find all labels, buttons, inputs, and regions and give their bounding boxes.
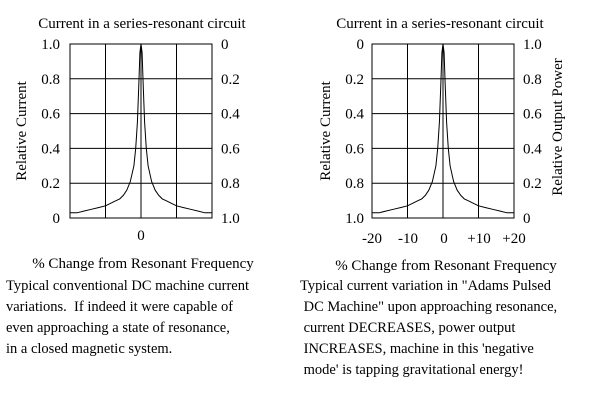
- y-tick-label-left: 0.8: [345, 176, 364, 192]
- caption-line: variations. If indeed it were capable of: [6, 299, 234, 315]
- chart-title: Current in a series-resonant circuit: [336, 16, 544, 32]
- x-axis-label: % Change from Resonant Frequency: [335, 258, 557, 274]
- x-axis-label: % Change from Resonant Frequency: [32, 256, 254, 272]
- y-tick-label-right: 0.6: [221, 141, 240, 157]
- y-tick-label-left: 0.4: [345, 107, 364, 123]
- y-tick-label-right: 0.2: [221, 72, 240, 88]
- caption-line: even approaching a state of resonance,: [6, 320, 230, 336]
- caption-line: Typical current variation in "Adams Puls…: [300, 278, 551, 294]
- y-tick-label-right: 0: [523, 211, 531, 227]
- y-tick-label-left: 1.0: [345, 211, 364, 227]
- x-tick-label: +20: [502, 231, 525, 247]
- y-tick-label-left: 0.6: [41, 107, 60, 123]
- x-tick-label: +10: [467, 231, 490, 247]
- y-tick-label-left: 0.4: [41, 141, 60, 157]
- y-axis-label: Relative Current: [318, 80, 334, 180]
- y-tick-label-right: 0: [221, 37, 229, 53]
- caption-line: in a closed magnetic system.: [6, 341, 173, 357]
- y-tick-label-right: 0.2: [523, 176, 542, 192]
- y-tick-label-left: 0: [357, 37, 365, 53]
- right-caption: Typical current variation in "Adams Puls…: [300, 276, 557, 381]
- caption-line: INCREASES, machine in this 'negative: [300, 341, 534, 357]
- y-tick-label-left: 0.6: [345, 141, 364, 157]
- y-tick-label-right: 1.0: [221, 211, 240, 227]
- y-tick-label-right: 1.0: [523, 37, 542, 53]
- left-caption: Typical conventional DC machine current v…: [6, 276, 249, 360]
- y-tick-label-right: 0.4: [221, 107, 240, 123]
- y-tick-label-right: 0.8: [523, 72, 542, 88]
- x-tick-label: -20: [362, 231, 382, 247]
- y-tick-label-right: 0.4: [523, 141, 542, 157]
- y-tick-label-left: 0.2: [41, 176, 60, 192]
- y-axis-label-right: Relative Output Power: [550, 58, 566, 195]
- y-tick-label-right: 0.8: [221, 176, 240, 192]
- y-tick-label-right: 0.6: [523, 107, 542, 123]
- caption-line: mode' is tapping gravitational energy!: [300, 362, 524, 378]
- caption-line: DC Machine" upon approaching resonance,: [300, 299, 558, 315]
- chart-title: Current in a series-resonant circuit: [38, 16, 246, 32]
- resonance-curve: [372, 43, 514, 214]
- x-tick-label: -10: [398, 231, 418, 247]
- resonance-curve: [70, 43, 212, 214]
- caption-line: Typical conventional DC machine current: [6, 278, 249, 294]
- x-tick-label: 0: [440, 231, 448, 247]
- y-tick-label-left: 0.2: [345, 72, 364, 88]
- caption-line: current DECREASES, power output: [300, 320, 516, 336]
- x-tick-label: 0: [137, 228, 145, 244]
- y-tick-label-left: 0: [53, 211, 61, 227]
- y-tick-label-left: 1.0: [41, 37, 60, 53]
- y-tick-label-left: 0.8: [41, 72, 60, 88]
- y-axis-label: Relative Current: [14, 80, 30, 180]
